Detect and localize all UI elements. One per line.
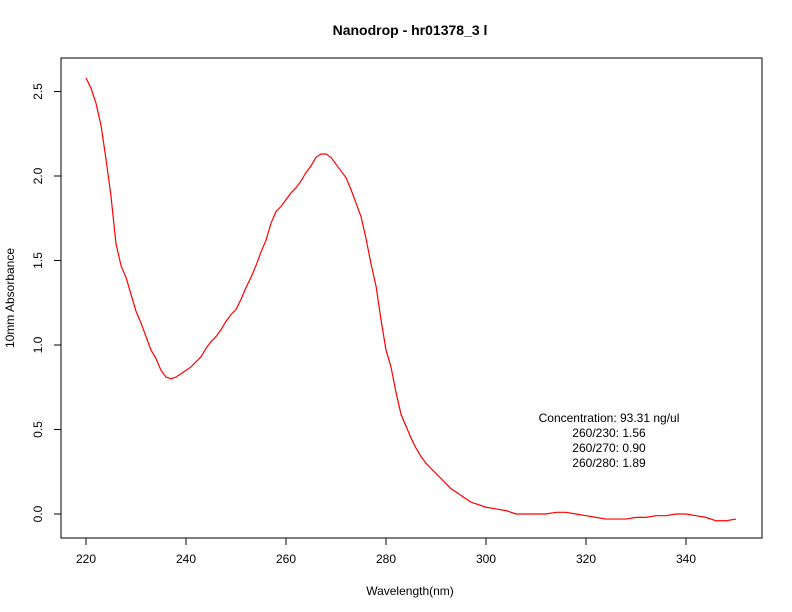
y-tick-label: 1.0 bbox=[31, 336, 45, 353]
y-axis-label: 10mm Absorbance bbox=[3, 248, 17, 348]
annotation-concentration: Concentration: 93.31 ng/ul bbox=[539, 411, 680, 425]
y-tick-label: 0.5 bbox=[31, 421, 45, 438]
plot-frame bbox=[60, 57, 763, 539]
annotation-ratio-260-270: 260/270: 0.90 bbox=[572, 441, 646, 455]
x-tick-label: 340 bbox=[676, 552, 696, 566]
x-tick-label: 240 bbox=[176, 552, 196, 566]
annotation-ratio-260-280: 260/280: 1.89 bbox=[572, 456, 646, 470]
x-axis: 220 240 260 280 300 320 340 bbox=[76, 537, 696, 566]
annotation-ratio-260-230: 260/230: 1.56 bbox=[572, 426, 646, 440]
x-tick-label: 260 bbox=[276, 552, 296, 566]
y-axis: 0.0 0.5 1.0 1.5 2.0 2.5 bbox=[31, 83, 62, 522]
y-tick-label: 2.0 bbox=[31, 167, 45, 184]
y-tick-label: 2.5 bbox=[31, 83, 45, 100]
x-tick-label: 220 bbox=[76, 552, 96, 566]
annotation-block: Concentration: 93.31 ng/ul 260/230: 1.56… bbox=[539, 411, 680, 470]
x-tick-label: 300 bbox=[476, 552, 496, 566]
spectrum-line bbox=[85, 77, 737, 522]
x-tick-label: 320 bbox=[576, 552, 596, 566]
x-tick-label: 280 bbox=[376, 552, 396, 566]
y-tick-label: 0.0 bbox=[31, 505, 45, 522]
y-tick-label: 1.5 bbox=[31, 252, 45, 269]
chart-title: Nanodrop - hr01378_3 l bbox=[333, 22, 488, 38]
x-axis-label: Wavelength(nm) bbox=[366, 584, 454, 598]
